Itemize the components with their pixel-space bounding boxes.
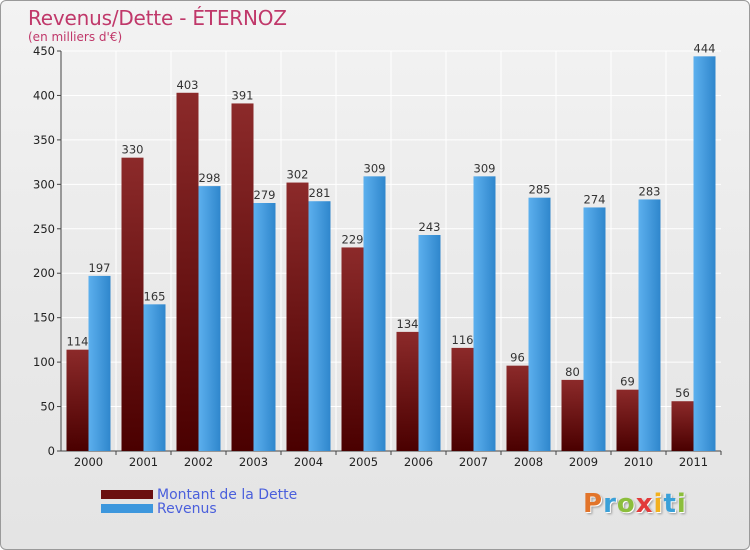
bar-value-label: 96 [510, 351, 525, 365]
y-tick-label: 100 [33, 355, 55, 369]
legend-swatch-revenue [101, 504, 153, 513]
bar-value-label: 391 [232, 88, 254, 102]
x-tick-label: 2001 [129, 455, 158, 469]
x-tick-label: 2003 [239, 455, 268, 469]
debt-bar [286, 182, 309, 452]
bar-value-label: 274 [584, 192, 606, 206]
bar-value-label: 80 [565, 365, 580, 379]
legend-label-revenue: Revenus [157, 501, 217, 517]
debt-bar [506, 365, 529, 451]
logo-letter: o [616, 489, 636, 519]
bar-value-label: 69 [620, 375, 635, 389]
bars [66, 56, 716, 452]
revenue-bar [308, 201, 331, 451]
debt-bar [616, 389, 639, 451]
revenue-bar [88, 275, 111, 451]
debt-bar [231, 103, 254, 451]
chart-title: Revenus/Dette - ÉTERNOZ [28, 6, 287, 30]
y-tick-label: 300 [33, 177, 55, 191]
x-tick-label: 2010 [624, 455, 653, 469]
x-tick-label: 2000 [74, 455, 103, 469]
y-tick-label: 200 [33, 266, 55, 280]
y-tick-label: 50 [40, 400, 55, 414]
revenue-bar [638, 199, 661, 451]
logo-letter: i [676, 489, 687, 519]
bar-value-label: 281 [309, 186, 331, 200]
bar-value-label: 116 [452, 333, 474, 347]
revenue-bar [253, 203, 276, 451]
y-tick-label: 250 [33, 222, 55, 236]
debt-bar [341, 247, 364, 451]
bar-value-label: 283 [639, 184, 661, 198]
x-tick-label: 2006 [404, 455, 433, 469]
bar-value-label: 444 [694, 41, 716, 55]
debt-bar [176, 92, 199, 452]
logo-letter: t [663, 489, 677, 519]
bar-value-label: 243 [419, 220, 441, 234]
data-labels: 114 330 403 391 302 229 134 116 96 80 69 56 197 165 29… [67, 41, 716, 400]
revenue-bar [143, 304, 166, 451]
x-tick-label: 2002 [184, 455, 213, 469]
legend-label-debt: Montant de la Dette [157, 487, 298, 503]
bar-value-label: 298 [199, 171, 221, 185]
logo-letter: r [603, 489, 617, 519]
logo-letter: P [583, 489, 604, 519]
debt-bar [451, 347, 474, 451]
bar-value-label: 302 [287, 168, 309, 182]
x-tick-label: 2007 [459, 455, 488, 469]
logo-letter: x [635, 489, 654, 519]
y-tick-label: 400 [33, 88, 55, 102]
bar-value-label: 114 [67, 335, 89, 349]
x-tick-label: 2005 [349, 455, 378, 469]
y-tick-label: 450 [33, 44, 55, 58]
bar-value-label: 229 [342, 232, 364, 246]
x-tick-label: 2008 [514, 455, 543, 469]
bar-value-label: 285 [529, 183, 551, 197]
bar-value-label: 309 [364, 161, 386, 175]
debt-bar [66, 349, 89, 451]
y-tick-label: 0 [48, 444, 55, 458]
revenue-bar [198, 186, 221, 451]
debt-bar [121, 157, 144, 451]
chart-subtitle: (en milliers d'€) [28, 30, 123, 44]
bar-value-label: 279 [254, 188, 276, 202]
x-tick-label: 2009 [569, 455, 598, 469]
revenue-bar [583, 207, 606, 451]
debt-bar [671, 401, 694, 451]
proxiti-logo: Proxiti [583, 489, 687, 519]
revenue-bar [528, 197, 551, 451]
legend-swatch-debt [101, 490, 153, 499]
x-tick-label: 2004 [294, 455, 323, 469]
bar-value-label: 165 [144, 289, 166, 303]
bar-value-label: 309 [474, 161, 496, 175]
grid [61, 50, 721, 451]
logo-letter: i [653, 489, 664, 519]
revenue-bar [693, 56, 716, 451]
bar-value-label: 56 [675, 386, 690, 400]
revenue-bar [363, 176, 386, 452]
debt-bar [396, 331, 419, 451]
x-tick-label: 2011 [679, 455, 708, 469]
debt-bar [561, 379, 584, 451]
bar-value-label: 330 [122, 143, 144, 157]
y-tick-label: 150 [33, 311, 55, 325]
revenue-bar [473, 176, 496, 452]
bar-value-label: 134 [397, 317, 419, 331]
bar-value-label: 197 [89, 261, 111, 275]
axes: 0 50 100 150 200 250 300 350 400 450 2000 2001 2002 2… [33, 44, 722, 469]
revenue-bar [418, 235, 441, 451]
bar-value-label: 403 [177, 78, 199, 92]
y-tick-label: 350 [33, 133, 55, 147]
